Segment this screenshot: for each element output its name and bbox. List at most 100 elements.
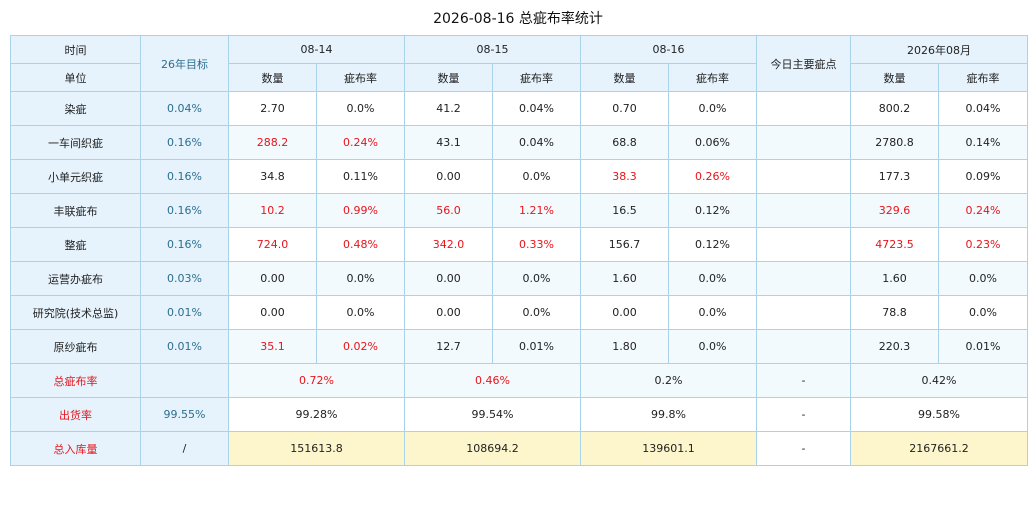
unit-name: 染疵: [10, 91, 141, 126]
total-rate-day-2: 0.46%: [404, 363, 581, 398]
total-stock-day-3: 139601.1: [580, 431, 757, 466]
report-title: 2026-08-16 总疵布率统计: [433, 11, 603, 27]
shipping-rate-month: 99.58%: [850, 397, 1028, 432]
target-value: 0.16%: [140, 159, 229, 194]
qty-value: 10.2: [228, 193, 317, 228]
rate-value: 0.0%: [668, 91, 757, 126]
unit-name: 原纱疵布: [10, 329, 141, 364]
shipping-rate-day-1: 99.28%: [228, 397, 405, 432]
rate-value: 0.04%: [492, 125, 581, 160]
total-stock-month: 2167661.2: [850, 431, 1028, 466]
unit-header: 单位: [10, 63, 141, 92]
qty-value: 0.70: [580, 91, 669, 126]
defect-stats-table: 时间 26年目标 08-14 08-15 08-16 今日主要疵点 2026年0…: [10, 35, 1028, 466]
rate-value: 0.02%: [316, 329, 405, 364]
month-qty-value: 220.3: [850, 329, 939, 364]
target-header: 26年目标: [140, 35, 229, 92]
month-qty-value: 78.8: [850, 295, 939, 330]
total-rate-row: 总疵布率 0.72% 0.46% 0.2% - 0.42%: [10, 363, 1028, 398]
rate-header: 疵布率: [938, 63, 1028, 92]
rate-value: 0.48%: [316, 227, 405, 262]
date-header-1: 08-14: [228, 35, 405, 64]
month-header: 2026年08月: [850, 35, 1028, 64]
month-rate-value: 0.04%: [938, 91, 1028, 126]
table-row: 一车间织疵 0.16% 288.2 0.24% 43.1 0.04% 68.8 …: [10, 125, 1028, 160]
month-qty-value: 329.6: [850, 193, 939, 228]
total-stock-defect: -: [756, 431, 851, 466]
table-row: 丰联疵布 0.16% 10.2 0.99% 56.0 1.21% 16.5 0.…: [10, 193, 1028, 228]
qty-value: 288.2: [228, 125, 317, 160]
major-defect-cell: [756, 261, 851, 296]
total-stock-target: /: [140, 431, 229, 466]
total-stock-day-2: 108694.2: [404, 431, 581, 466]
rate-value: 0.11%: [316, 159, 405, 194]
rate-value: 0.24%: [316, 125, 405, 160]
month-rate-value: 0.09%: [938, 159, 1028, 194]
qty-value: 342.0: [404, 227, 493, 262]
qty-value: 16.5: [580, 193, 669, 228]
shipping-rate-day-2: 99.54%: [404, 397, 581, 432]
rate-value: 0.04%: [492, 91, 581, 126]
month-qty-value: 4723.5: [850, 227, 939, 262]
header-row-time: 时间 26年目标 08-14 08-15 08-16 今日主要疵点 2026年0…: [10, 35, 1028, 92]
total-stock-day-1: 151613.8: [228, 431, 405, 466]
month-qty-value: 177.3: [850, 159, 939, 194]
header-row-unit: 单位 数量 疵布率 数量 疵布率 数量 疵布率 数量 疵布率: [10, 63, 1028, 92]
qty-value: 0.00: [404, 159, 493, 194]
total-rate-day-1: 0.72%: [228, 363, 405, 398]
unit-name: 一车间织疵: [10, 125, 141, 160]
qty-value: 156.7: [580, 227, 669, 262]
qty-value: 43.1: [404, 125, 493, 160]
total-rate-target: [140, 363, 229, 398]
unit-name: 研究院(技术总监): [10, 295, 141, 330]
total-rate-day-3: 0.2%: [580, 363, 757, 398]
shipping-rate-defect: -: [756, 397, 851, 432]
rate-value: 0.0%: [668, 295, 757, 330]
target-value: 0.03%: [140, 261, 229, 296]
rate-header: 疵布率: [492, 63, 581, 92]
time-header: 时间: [10, 35, 141, 64]
month-rate-value: 0.24%: [938, 193, 1028, 228]
qty-header: 数量: [228, 63, 317, 92]
qty-value: 12.7: [404, 329, 493, 364]
major-defect-header: 今日主要疵点: [756, 35, 851, 92]
qty-value: 35.1: [228, 329, 317, 364]
qty-value: 1.80: [580, 329, 669, 364]
unit-name: 小单元织疵: [10, 159, 141, 194]
target-value: 0.16%: [140, 227, 229, 262]
date-header-3: 08-16: [580, 35, 757, 64]
qty-value: 38.3: [580, 159, 669, 194]
month-qty-value: 800.2: [850, 91, 939, 126]
month-rate-value: 0.01%: [938, 329, 1028, 364]
table-row: 研究院(技术总监) 0.01% 0.00 0.0% 0.00 0.0% 0.00…: [10, 295, 1028, 330]
target-value: 0.01%: [140, 329, 229, 364]
major-defect-cell: [756, 227, 851, 262]
qty-header: 数量: [850, 63, 939, 92]
qty-value: 41.2: [404, 91, 493, 126]
major-defect-cell: [756, 125, 851, 160]
total-rate-label: 总疵布率: [10, 363, 141, 398]
rate-value: 0.12%: [668, 193, 757, 228]
month-qty-value: 2780.8: [850, 125, 939, 160]
rate-value: 0.99%: [316, 193, 405, 228]
rate-value: 0.0%: [492, 159, 581, 194]
qty-value: 68.8: [580, 125, 669, 160]
major-defect-cell: [756, 295, 851, 330]
rate-value: 0.0%: [492, 295, 581, 330]
rate-value: 0.0%: [492, 261, 581, 296]
shipping-rate-label: 出货率: [10, 397, 141, 432]
rate-value: 0.0%: [668, 329, 757, 364]
unit-name: 整疵: [10, 227, 141, 262]
rate-value: 1.21%: [492, 193, 581, 228]
table-row: 小单元织疵 0.16% 34.8 0.11% 0.00 0.0% 38.3 0.…: [10, 159, 1028, 194]
total-stock-label: 总入库量: [10, 431, 141, 466]
total-rate-defect: -: [756, 363, 851, 398]
target-value: 0.16%: [140, 193, 229, 228]
total-rate-month: 0.42%: [850, 363, 1028, 398]
month-qty-value: 1.60: [850, 261, 939, 296]
target-value: 0.04%: [140, 91, 229, 126]
rate-value: 0.0%: [668, 261, 757, 296]
rate-value: 0.06%: [668, 125, 757, 160]
unit-name: 运营办疵布: [10, 261, 141, 296]
unit-name: 丰联疵布: [10, 193, 141, 228]
